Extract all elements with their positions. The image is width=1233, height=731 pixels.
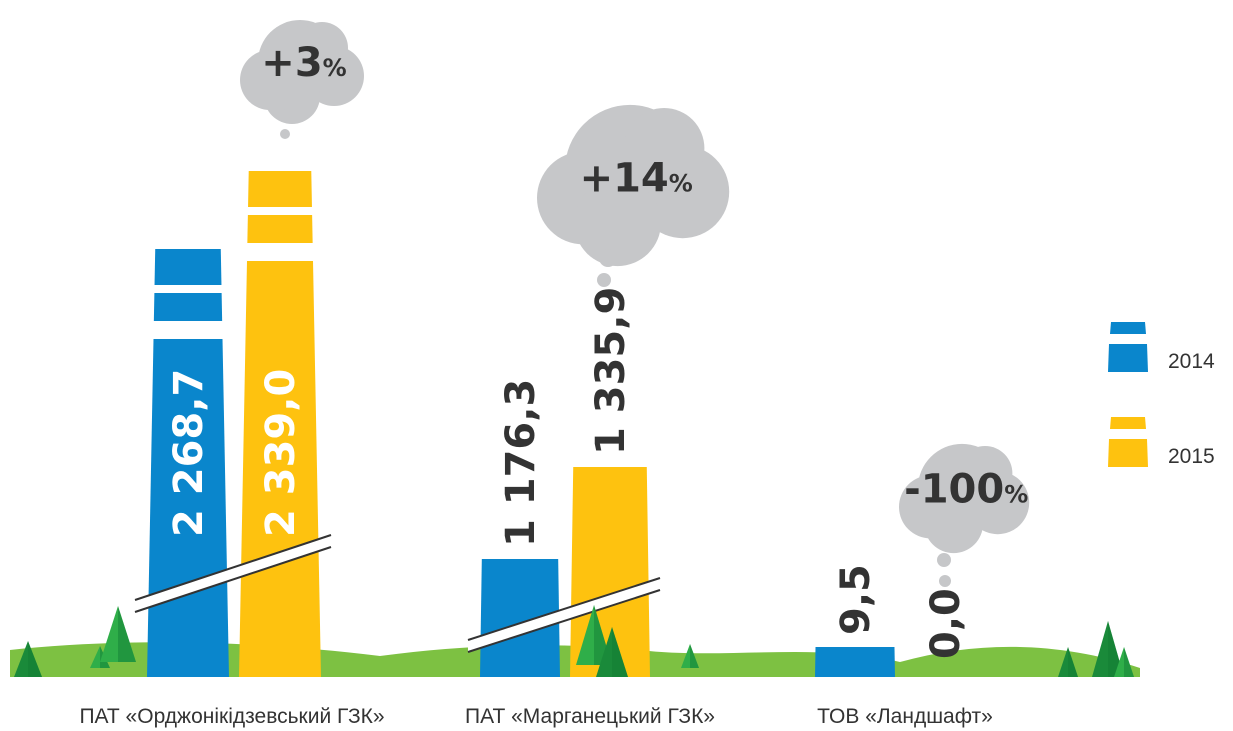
axis-break-line-top-1 [467,577,661,641]
cloud-dot-1-1 [597,273,611,287]
tree-7 [1092,621,1124,677]
tree-shade-4 [612,627,628,677]
tree-1 [90,646,110,668]
cloud-dot-2-0 [937,553,951,567]
cloud-puff-1-3 [574,179,661,267]
cloud-puff-2-3 [924,494,983,554]
change-cloud-2: -100% [899,443,1030,587]
tree-shade-8 [1124,647,1134,677]
bar-2014-2 [815,647,895,677]
value-label-2014-2: 9,5 [833,564,879,635]
cloud-puff-2-4 [957,446,1013,501]
tree-4 [596,627,628,677]
tree-shade-2 [118,606,136,662]
cloud-dot-1-0 [599,249,617,267]
change-label-1: +14% [580,156,693,202]
change-cloud-1: +14% [537,104,730,287]
legend-label-2015: 2015 [1168,445,1215,468]
cloud-dot-0-1 [280,129,290,139]
legend-swatch-2014-top [1110,322,1146,334]
cloud-dot-2-1 [939,575,951,587]
bar-2014-1 [480,559,560,677]
change-label-2: -100% [904,467,1028,513]
tree-0 [14,641,42,677]
value-label-2015-0: 2 339,0 [258,369,304,537]
change-label-0: +3% [261,40,346,86]
legend-swatch-2015-top [1110,417,1146,429]
trees [14,605,1134,677]
category-label-2: ТОВ «Ландшафт» [817,705,993,728]
bar-stub-2015-0-a [247,215,313,243]
bar-stub-2014-0-b [154,249,222,285]
tree-6 [1058,647,1078,677]
axis-break-line-bottom-0 [134,546,332,613]
axis-break-0 [135,535,331,612]
legend: 2014 2015 [1108,322,1215,468]
cloud-puff-0-4 [296,22,348,74]
legend-swatch-2015-bottom [1108,439,1148,467]
cloud-dot-0-0 [278,109,290,121]
tree-3 [576,605,612,665]
bar-stub-2015-0-b [248,171,312,207]
change-clouds: +3% +14% -100% [240,20,1030,587]
value-label-2014-0: 2 268,7 [166,369,212,537]
bar-stub-2014-0-a [153,293,223,321]
value-label-2015-2: 0,0 [923,588,969,659]
category-label-0: ПАТ «Орджонікідзевський ГЗК» [79,705,384,728]
tree-8 [1114,647,1134,677]
tree-shade-5 [690,644,699,668]
bar-2015-0 [239,261,321,677]
axis-break-line-bottom-1 [467,589,661,653]
cloud-puff-1-4 [623,108,705,189]
change-cloud-0: +3% [240,20,364,139]
axis-break-line-top-0 [134,534,332,601]
axis-break-1 [468,578,660,652]
tree-shade-6 [1068,647,1078,677]
value-label-2014-1: 1 176,3 [498,379,544,547]
value-labels: 2 268,7 2 339,0 1 176,3 1 335,9 9,5 0,0 [166,287,969,659]
legend-swatch-2014-bottom [1108,344,1148,372]
category-labels: ПАТ «Орджонікідзевський ГЗК» ПАТ «Маргане… [79,705,992,728]
tree-2 [100,606,136,662]
cloud-puff-0-3 [264,68,320,124]
tree-5 [681,644,699,668]
category-label-1: ПАТ «Марганецький ГЗК» [465,705,715,728]
legend-label-2014: 2014 [1168,350,1215,373]
tree-shade-0 [28,641,42,677]
axis-breaks [134,534,661,653]
value-label-2015-1: 1 335,9 [588,287,634,455]
